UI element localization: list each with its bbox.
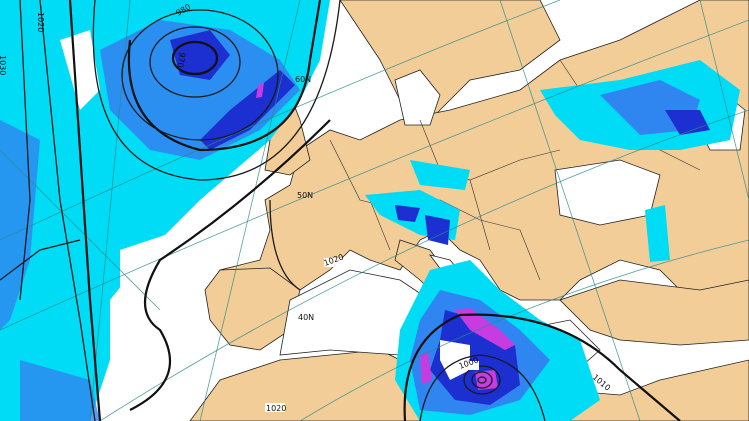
isobar-label: 1020 [36,12,45,32]
precip-west-band [0,120,100,421]
precip-cyclone-extreme [420,308,515,390]
isobars [0,0,681,421]
latitude-label: 60N [295,75,311,84]
land-iberia [204,267,301,351]
isobar-label: 970 [175,52,187,69]
precip-east-heavy [665,110,710,135]
precip-alps-mod [395,205,450,245]
isobar-label: 1030 [0,55,7,75]
precip-atlantic-extreme [256,83,264,98]
precip-west-white [60,30,180,330]
land-scandinavia [339,0,561,121]
latitude-label: 40N [298,313,314,322]
sea-baltic [394,69,441,126]
precip-balkan-light [645,205,670,262]
sea-black [554,159,661,226]
latitude-label: 50N [297,191,313,200]
isobar-label: 1020 [266,404,286,413]
precip-atlantic-heavy [170,30,295,150]
land-anatolia [559,279,749,346]
graticule-labels: 60N 50N 40N [295,75,314,322]
